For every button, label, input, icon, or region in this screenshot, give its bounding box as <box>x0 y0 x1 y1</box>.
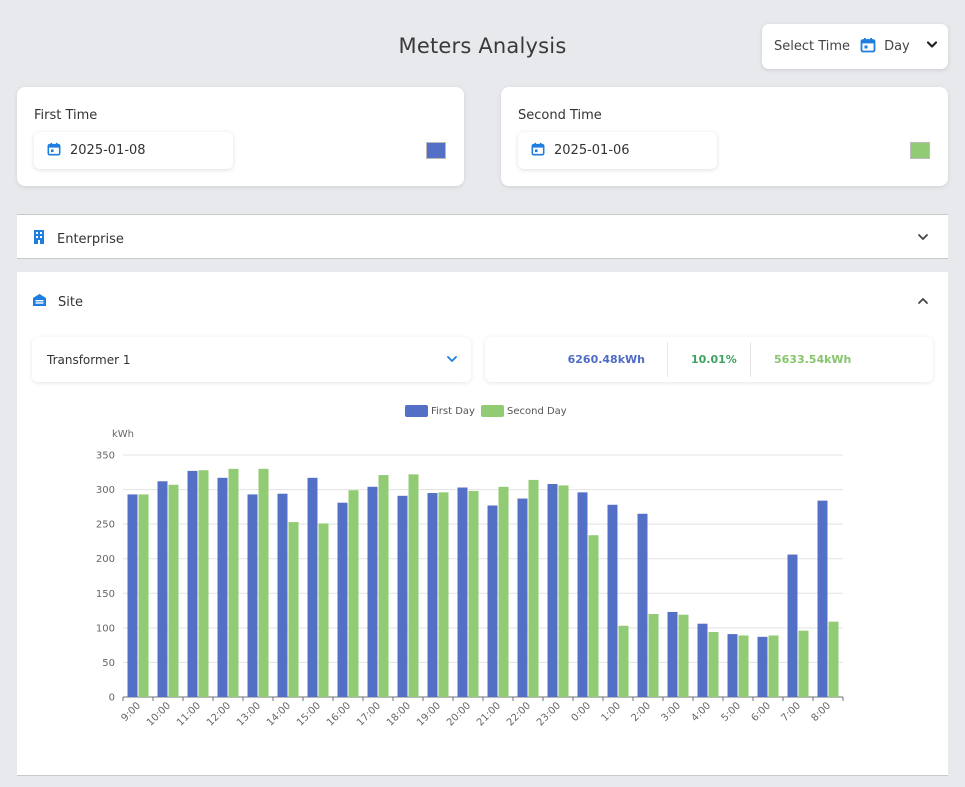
change-percent: 10.01% <box>691 353 737 366</box>
first-time-card: First Time 2025-01-08 <box>17 87 464 186</box>
second-time-label: Second Time <box>518 108 602 123</box>
select-time-dropdown[interactable]: Select Time Day <box>762 24 948 69</box>
second-date-field[interactable]: 2025-01-06 <box>518 132 717 169</box>
calendar-icon <box>47 142 61 160</box>
first-color-swatch[interactable] <box>426 142 446 159</box>
page-title: Meters Analysis <box>398 34 567 58</box>
enterprise-label: Enterprise <box>57 231 124 247</box>
site-header[interactable]: Site <box>32 293 83 311</box>
chevron-down-icon <box>926 39 938 54</box>
first-total: 6260.48kWh <box>567 353 645 366</box>
enterprise-header[interactable]: Enterprise <box>32 229 124 249</box>
second-color-swatch[interactable] <box>910 142 930 159</box>
second-total: 5633.54kWh <box>774 353 852 366</box>
site-label: Site <box>58 294 83 310</box>
first-date-field[interactable]: 2025-01-08 <box>34 132 233 169</box>
second-time-card: Second Time 2025-01-06 <box>501 87 948 186</box>
select-time-value: Day <box>884 39 910 54</box>
calendar-icon <box>531 142 545 160</box>
transformer-select[interactable]: Transformer 1 <box>32 337 471 382</box>
second-date-value: 2025-01-06 <box>554 143 630 158</box>
divider <box>667 342 668 377</box>
chevron-down-icon[interactable] <box>916 229 930 248</box>
select-time-label: Select Time <box>774 39 851 54</box>
enterprise-panel[interactable]: Enterprise <box>17 214 948 259</box>
stats-bar: 6260.48kWh 10.01% 5633.54kWh <box>485 337 933 382</box>
divider <box>750 342 751 377</box>
building-icon <box>32 229 46 249</box>
transformer-value: Transformer 1 <box>47 352 131 367</box>
warehouse-icon <box>32 293 47 311</box>
first-time-label: First Time <box>34 108 98 123</box>
first-date-value: 2025-01-08 <box>70 143 146 158</box>
chevron-down-icon <box>445 352 459 369</box>
chevron-up-icon[interactable] <box>916 293 930 312</box>
calendar-icon <box>860 37 876 57</box>
